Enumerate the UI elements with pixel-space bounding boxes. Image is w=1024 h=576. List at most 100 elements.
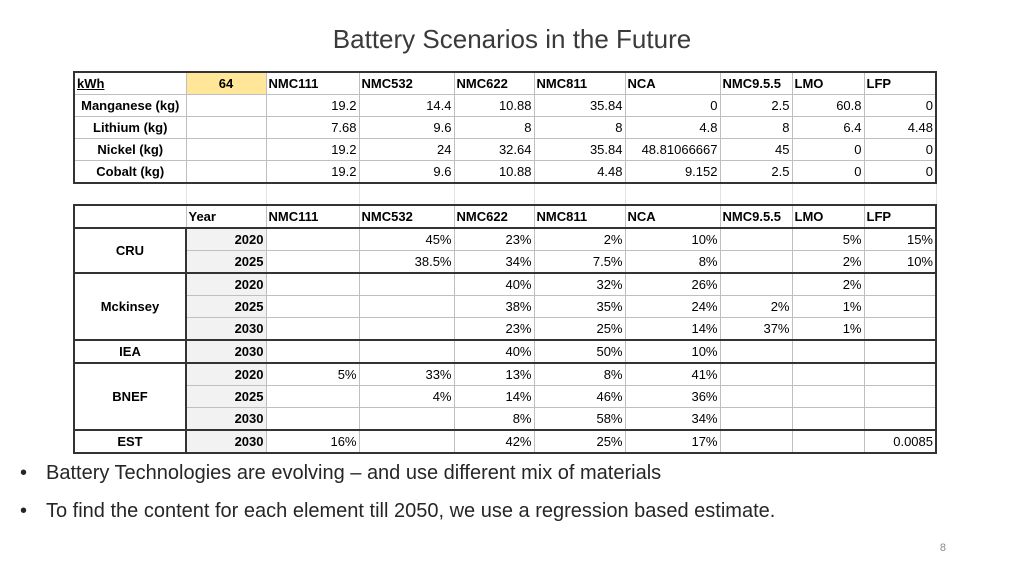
table-cell: 45% xyxy=(358,227,455,251)
table-cell: 2.5 xyxy=(719,94,793,117)
table-cell: 5% xyxy=(791,227,865,251)
empty-cell xyxy=(185,138,267,161)
table-cell: 23% xyxy=(453,317,535,341)
column-header: LFP xyxy=(863,204,937,229)
table-cell: 2% xyxy=(791,272,865,296)
table-row: Manganese (kg) 19.2 14.4 10.88 35.84 0 2.5 60.8… xyxy=(73,94,937,117)
table-row: Lithium (kg) 7.68 9.6 8 8 4.8 8 6.4 4.48 xyxy=(73,116,937,139)
year-cell: 2020 xyxy=(185,272,267,296)
empty-cell xyxy=(453,182,535,206)
table-cell: 37% xyxy=(719,317,793,341)
empty-cell xyxy=(863,182,937,206)
table-row: 2025 38.5% 34% 7.5% 8% 2% 10% xyxy=(74,250,937,274)
table-cell: 50% xyxy=(533,339,626,364)
kwh-value: 64 xyxy=(185,71,267,95)
table-cell: 35.84 xyxy=(533,94,626,117)
column-header: LMO xyxy=(791,71,865,95)
table-cell: 14% xyxy=(453,385,535,408)
table-cell xyxy=(863,339,937,364)
table-cell: 1% xyxy=(791,317,865,341)
table-cell: 16% xyxy=(265,429,360,454)
table-cell: 15% xyxy=(863,227,937,251)
column-header: NMC111 xyxy=(265,71,360,95)
year-cell: 2030 xyxy=(185,429,267,454)
table-cell: 0.0085 xyxy=(863,429,937,454)
table-cell: 0 xyxy=(863,138,937,161)
column-header: NMC111 xyxy=(265,204,360,229)
year-cell: 2025 xyxy=(185,385,267,408)
table-row: 2030 8% 58% 34% xyxy=(74,407,937,431)
table-row: IEA 2030 40% 50% 10% xyxy=(73,339,937,364)
table-cell: 35.84 xyxy=(533,138,626,161)
table-cell: 2% xyxy=(719,295,793,318)
table-row: CRU 2020 45% 23% 2% 10% 5% 15% xyxy=(73,227,937,274)
table-cell xyxy=(791,385,865,408)
table-cell: 2% xyxy=(791,250,865,274)
table-cell: 8% xyxy=(624,250,721,274)
table-cell: 8 xyxy=(453,116,535,139)
table-cell: 4% xyxy=(358,385,455,408)
group-label: IEA xyxy=(73,339,187,364)
table-cell: 0 xyxy=(863,160,937,184)
table-cell: 17% xyxy=(624,429,721,454)
table-cell: 36% xyxy=(624,385,721,408)
table-cell: 8% xyxy=(533,362,626,386)
table-cell: 32.64 xyxy=(453,138,535,161)
table-cell: 48.81066667 xyxy=(624,138,721,161)
table-cell: 25% xyxy=(533,317,626,341)
group-label: BNEF xyxy=(73,362,187,431)
table-cell xyxy=(265,272,360,296)
empty-cell xyxy=(185,160,267,184)
empty-cell xyxy=(533,182,626,206)
table-cell: 60.8 xyxy=(791,94,865,117)
table-cell: 8% xyxy=(453,407,535,431)
table-cell: 10% xyxy=(624,227,721,251)
table-cell: 4.48 xyxy=(863,116,937,139)
empty-cell xyxy=(358,182,455,206)
table-cell xyxy=(863,317,937,341)
table-cell: 35% xyxy=(533,295,626,318)
table-cell: 2% xyxy=(533,227,626,251)
table-cell: 2.5 xyxy=(719,160,793,184)
table-cell xyxy=(265,250,360,274)
table-cell xyxy=(265,317,360,341)
table-cell: 19.2 xyxy=(265,160,360,184)
column-header: NMC532 xyxy=(358,204,455,229)
table-cell xyxy=(863,272,937,296)
table-cell: 14% xyxy=(624,317,721,341)
table-cell: 5% xyxy=(265,362,360,386)
column-header: NMC811 xyxy=(533,71,626,95)
empty-cell xyxy=(185,94,267,117)
table-header-row: Year NMC111 NMC532 NMC622 NMC811 NCA NMC9.5.5 L… xyxy=(73,204,937,229)
table-cell xyxy=(863,295,937,318)
table-cell: 19.2 xyxy=(265,138,360,161)
table-row: 2025 38% 35% 24% 2% 1% xyxy=(74,295,937,318)
year-cell: 2020 xyxy=(185,362,267,386)
table-cell: 23% xyxy=(453,227,535,251)
table-cell: 8 xyxy=(719,116,793,139)
year-cell: 2020 xyxy=(185,227,267,251)
table-cell: 9.152 xyxy=(624,160,721,184)
year-cell: 2030 xyxy=(185,339,267,364)
table-cell xyxy=(791,429,865,454)
table-cell xyxy=(791,407,865,431)
table-cell: 1% xyxy=(791,295,865,318)
table-row: Cobalt (kg) 19.2 9.6 10.88 4.48 9.152 2.5 0 0 xyxy=(73,160,937,184)
table-cell: 38.5% xyxy=(358,250,455,274)
table-cell: 58% xyxy=(533,407,626,431)
empty-cell xyxy=(74,182,186,206)
year-header: Year xyxy=(185,204,267,229)
table-cell xyxy=(265,295,360,318)
table-cell: 46% xyxy=(533,385,626,408)
table-cell: 0 xyxy=(624,94,721,117)
table-cell: 8 xyxy=(533,116,626,139)
empty-cell xyxy=(73,204,187,229)
column-header: LMO xyxy=(791,204,865,229)
table-header-row: kWh 64 NMC111 NMC532 NMC622 NMC811 NCA NMC9.5.5… xyxy=(73,71,937,95)
table-cell: 24% xyxy=(624,295,721,318)
empty-cell xyxy=(791,182,865,206)
table-cell: 9.6 xyxy=(358,160,455,184)
empty-cell xyxy=(185,182,267,206)
table-cell xyxy=(358,295,455,318)
spacer-row xyxy=(74,182,937,206)
